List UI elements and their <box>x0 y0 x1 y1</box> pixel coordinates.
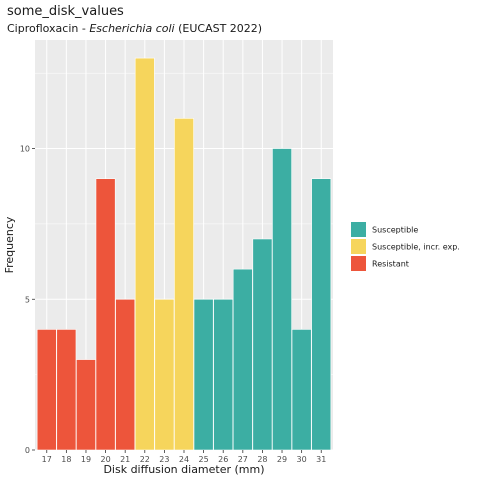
legend-label-I: Susceptible, incr. exp. <box>372 243 460 252</box>
x-tick-label: 20 <box>100 455 110 464</box>
bar-31 <box>311 178 332 451</box>
legend-label-R: Resistant <box>372 260 409 269</box>
x-tick-label: 17 <box>42 455 52 464</box>
y-tick-label: 10 <box>20 145 30 154</box>
bar-24 <box>174 118 194 451</box>
bar-30 <box>291 329 312 451</box>
subtitle-suffix: (EUCAST 2022) <box>175 22 262 35</box>
legend-key-S <box>351 222 366 237</box>
chart-subtitle: Ciprofloxacin - Escherichia coli (EUCAST… <box>7 22 262 35</box>
x-tick-label: 18 <box>61 455 71 464</box>
bar-17 <box>36 329 57 451</box>
legend: Susceptible Susceptible, incr. exp. Resist… <box>351 222 460 271</box>
bar-19 <box>76 359 96 451</box>
x-tick-label: 28 <box>257 455 267 464</box>
x-axis: 17 18 19 20 21 22 23 24 25 26 27 28 29 30 31 <box>42 450 326 464</box>
bar-25 <box>193 298 214 451</box>
x-tick-label: 27 <box>238 455 248 464</box>
chart-title: some_disk_values <box>7 4 124 19</box>
legend-label-S: Susceptible <box>372 226 418 235</box>
x-tick-label: 31 <box>316 455 326 464</box>
subtitle-organism: Escherichia coli <box>89 22 174 35</box>
x-tick-label: 29 <box>277 455 287 464</box>
bar-22 <box>134 57 155 451</box>
x-tick-label: 19 <box>81 455 91 464</box>
y-axis-title: Frequency <box>3 216 16 273</box>
y-tick-label: 0 <box>25 446 30 455</box>
x-axis-title: Disk diffusion diameter (mm) <box>103 463 264 476</box>
x-tick-label: 23 <box>159 455 169 464</box>
x-tick-label: 22 <box>140 455 150 464</box>
bar-26 <box>213 298 234 451</box>
bar-18 <box>56 329 77 451</box>
x-tick-label: 30 <box>297 455 307 464</box>
x-tick-label: 21 <box>120 455 130 464</box>
x-tick-label: 24 <box>179 455 189 464</box>
y-axis: 0 5 10 <box>20 145 35 455</box>
bar-23 <box>154 298 175 451</box>
bar-27 <box>232 268 253 451</box>
x-tick-label: 26 <box>218 455 228 464</box>
legend-key-R <box>351 256 366 271</box>
bar-20 <box>95 178 116 451</box>
subtitle-prefix: Ciprofloxacin - <box>7 22 89 35</box>
bars <box>36 57 332 451</box>
y-tick-label: 5 <box>25 295 30 304</box>
bar-29 <box>272 148 292 451</box>
bar-28 <box>252 238 273 451</box>
x-tick-label: 25 <box>199 455 209 464</box>
bar-21 <box>115 298 136 451</box>
legend-key-I <box>351 239 366 254</box>
